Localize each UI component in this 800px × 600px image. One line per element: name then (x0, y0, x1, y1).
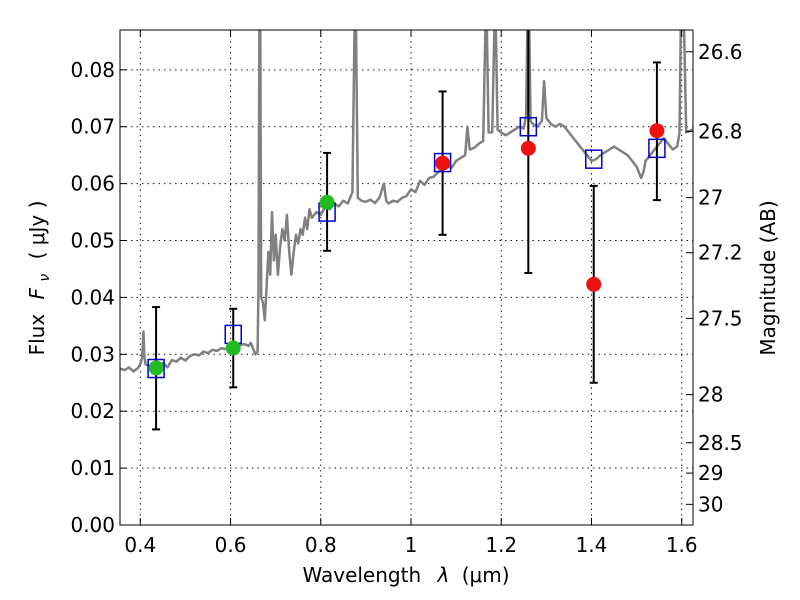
y-tick-label: 0.08 (70, 58, 115, 82)
nir-point (520, 140, 536, 156)
spectrum-series (120, 30, 693, 374)
grid (120, 30, 693, 526)
x-axis-title-unit: (μm) (462, 563, 510, 587)
plot-frame (119, 29, 694, 526)
model-point (648, 138, 666, 159)
y2-axis-title: Magnitude (AB) (756, 200, 780, 355)
y-tick-label: 0.07 (70, 115, 115, 139)
y2-tick-label: 26.8 (698, 119, 743, 143)
nir-point (435, 155, 451, 171)
y2-tick-label: 28 (698, 383, 723, 407)
nir-point (586, 276, 602, 292)
y-axis-title-unit: ( μJy ) (25, 201, 49, 260)
x-tick-label: 1 (405, 533, 418, 557)
x-tick-label: 1.4 (576, 533, 608, 557)
model-point (519, 116, 538, 137)
axis-ticks: 0.4 0.6 0.8 1 1.2 1.4 1.6 0.00 0.01 0.02 0.03 0.04 0… (70, 30, 743, 557)
y-tick-label: 0.06 (70, 172, 115, 196)
x-axis-title-text: Wavelength (302, 563, 421, 587)
model-point (147, 358, 165, 379)
y-axis-title: Flux F ν ( μJy ) (25, 201, 54, 356)
y2-tick-label: 30 (698, 492, 723, 516)
y2-tick-label: 27.5 (698, 306, 743, 330)
model-point (433, 152, 452, 173)
optical-point (319, 194, 335, 210)
y2-tick-label: 29 (698, 461, 723, 485)
y-tick-label: 0.01 (70, 456, 115, 480)
y-axis-title-symbol: F (25, 287, 49, 299)
y-tick-label: 0.03 (70, 342, 115, 366)
errorbars (152, 30, 661, 431)
x-tick-label: 0.8 (305, 533, 337, 557)
model-point (584, 149, 603, 169)
y2-tick-label: 26.6 (698, 40, 743, 64)
y-axis-title-subscript: ν (37, 274, 53, 282)
x-axis-title: Wavelength λ (μm) (302, 563, 509, 587)
nir-point (649, 123, 665, 139)
x-tick-label: 1.2 (485, 533, 517, 557)
x-tick-label: 0.4 (124, 533, 156, 557)
x-tick-label: 0.6 (215, 533, 247, 557)
optical-point (225, 340, 241, 356)
x-tick-label: 1.6 (666, 533, 698, 557)
spectrum-line (120, 30, 693, 374)
y2-tick-label: 28.5 (698, 431, 743, 455)
x-axis-title-symbol: λ (437, 563, 450, 587)
y-tick-label: 0.05 (70, 229, 115, 253)
y2-tick-label: 27 (698, 186, 723, 210)
y-tick-label: 0.00 (70, 513, 115, 537)
optical-point (148, 360, 164, 376)
y2-tick-label: 27.2 (698, 241, 743, 265)
observed-photometry-series (148, 123, 665, 376)
y-axis-title-text: Flux (25, 314, 49, 356)
y-tick-label: 0.04 (70, 285, 115, 309)
y-tick-label: 0.02 (70, 399, 115, 423)
